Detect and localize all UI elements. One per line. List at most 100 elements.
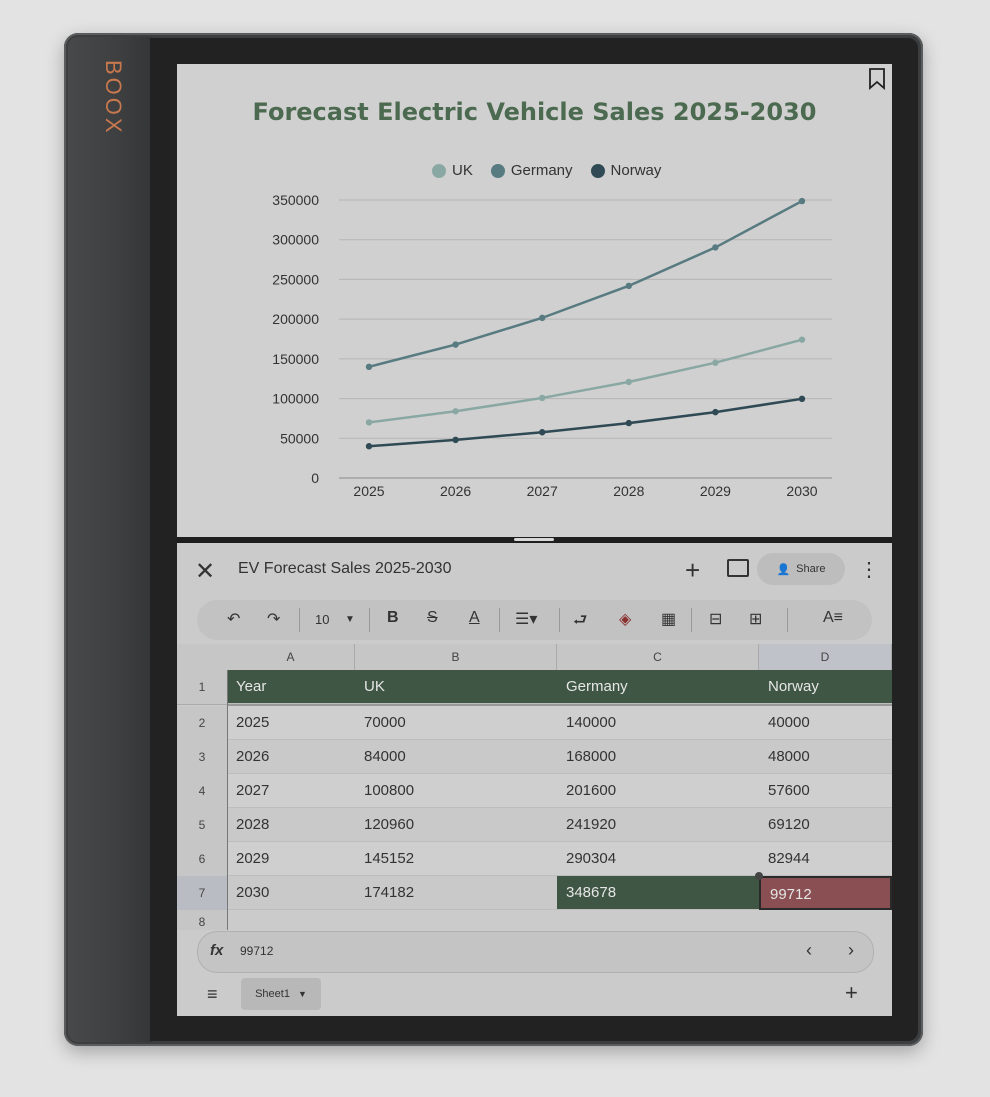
table-cell[interactable]: 2030 <box>227 876 355 910</box>
table-cell[interactable]: 174182 <box>355 876 557 910</box>
table-cell[interactable]: 168000 <box>557 740 759 774</box>
table-cell[interactable]: 2029 <box>227 842 355 876</box>
header-cell[interactable]: UK <box>355 670 557 704</box>
table-cell[interactable]: 70000 <box>355 706 557 740</box>
data-point-uk <box>625 378 632 386</box>
undo-icon[interactable]: ↶ <box>227 611 241 628</box>
column-header[interactable]: C <box>557 644 759 670</box>
x-tick-label: 2026 <box>440 483 471 499</box>
legend-label-uk: UK <box>452 162 473 179</box>
header-cell[interactable]: Year <box>227 670 355 704</box>
table-cell[interactable]: 40000 <box>759 706 892 740</box>
spreadsheet-pane: ✕ EV Forecast Sales 2025-2030 + 👤 Share ⋮… <box>177 543 892 1016</box>
borders-icon[interactable]: ▦ <box>661 611 677 628</box>
table-cell[interactable]: 2026 <box>227 740 355 774</box>
y-tick-label: 50000 <box>280 430 319 446</box>
toolbar-separator <box>559 608 560 632</box>
table-cell[interactable]: 140000 <box>557 706 759 740</box>
legend-label-germany: Germany <box>510 162 573 179</box>
line-chart: 0 50000 100000 150000 200000 250000 300000 3500… <box>272 192 832 499</box>
redo-icon[interactable]: ↷ <box>267 611 281 628</box>
bookmark-icon[interactable] <box>868 68 886 90</box>
row-header[interactable]: 1 <box>177 670 227 705</box>
series-line-uk <box>368 338 803 424</box>
insert-column-icon[interactable]: ⊞ <box>749 611 763 628</box>
selection-handle[interactable] <box>755 872 763 880</box>
table-cell[interactable]: 48000 <box>759 740 892 774</box>
column-header[interactable]: A <box>227 644 355 670</box>
row-header[interactable]: 6 <box>177 842 227 877</box>
table-cell[interactable]: 57600 <box>759 774 892 808</box>
add-sheet-icon[interactable]: + <box>845 980 858 1005</box>
header-cell[interactable]: Germany <box>557 670 759 704</box>
table-cell[interactable]: 84000 <box>355 740 557 774</box>
strikethrough-icon[interactable]: S <box>427 609 438 626</box>
row-header[interactable]: 2 <box>177 706 227 741</box>
text-format-icon[interactable]: A≡ <box>823 609 844 626</box>
table-cell[interactable]: 241920 <box>557 808 759 842</box>
header-cell[interactable]: Norway <box>759 670 892 704</box>
table-cell[interactable]: 201600 <box>557 774 759 808</box>
data-point-norway <box>365 443 373 450</box>
legend-marker-germany <box>490 163 505 178</box>
align-icon[interactable]: ☰▾ <box>515 611 538 628</box>
y-tick-label: 100000 <box>272 391 319 407</box>
sheet-tab[interactable]: Sheet1 ▼ <box>241 978 321 1010</box>
header-row-border <box>227 704 892 706</box>
formula-value[interactable]: 99712 <box>240 944 274 958</box>
y-tick-label: 200000 <box>272 311 319 327</box>
table-cell[interactable]: 348678 <box>557 876 759 910</box>
close-icon[interactable]: ✕ <box>195 558 216 585</box>
series-line-norway <box>368 397 803 448</box>
row-header[interactable]: 7 <box>177 876 227 911</box>
chevron-right-icon[interactable]: › <box>848 940 854 960</box>
function-icon: fx <box>210 942 224 959</box>
fill-color-icon[interactable]: ◈ <box>619 611 632 628</box>
row-header[interactable]: 5 <box>177 808 227 843</box>
x-tick-label: 2028 <box>613 483 644 499</box>
add-icon[interactable]: + <box>685 555 701 585</box>
toolbar-separator <box>369 608 370 632</box>
all-sheets-icon[interactable]: ≡ <box>207 984 218 1004</box>
table-cell[interactable]: 69120 <box>759 808 892 842</box>
corner-cell[interactable] <box>177 644 228 670</box>
font-size-select[interactable]: 10 <box>315 612 330 627</box>
data-point-germany <box>365 363 373 370</box>
table-cell[interactable]: 2025 <box>227 706 355 740</box>
x-tick-label: 2029 <box>700 483 731 499</box>
data-point-germany <box>712 244 719 251</box>
share-button[interactable]: 👤 Share <box>757 553 845 585</box>
split-handle[interactable] <box>514 538 554 541</box>
table-cell[interactable]: 82944 <box>759 842 892 876</box>
bold-icon[interactable]: B <box>387 609 399 626</box>
text-color-icon[interactable]: A <box>469 609 480 626</box>
table-cell[interactable]: 99712 <box>759 876 892 910</box>
row-header[interactable]: 3 <box>177 740 227 775</box>
insert-row-icon[interactable]: ⊟ <box>709 611 723 628</box>
formula-bar[interactable]: fx 99712 ‹ › <box>197 931 874 973</box>
table-cell[interactable]: 100800 <box>355 774 557 808</box>
comment-icon[interactable] <box>727 559 749 577</box>
chart-title: Forecast Electric Vehicle Sales 2025-203… <box>252 98 817 126</box>
column-header[interactable]: D <box>759 644 892 670</box>
data-point-norway <box>539 429 546 436</box>
more-options-icon[interactable]: ⋮ <box>859 559 879 581</box>
table-cell[interactable]: 290304 <box>557 842 759 876</box>
data-point-norway <box>452 436 459 444</box>
sheet-tabs-bar: ≡ Sheet1 ▼ + <box>177 976 892 1016</box>
data-point-uk <box>798 336 806 343</box>
document-title: EV Forecast Sales 2025-2030 <box>238 560 452 577</box>
table-cell[interactable]: 2028 <box>227 808 355 842</box>
chevron-left-icon[interactable]: ‹ <box>806 940 812 960</box>
data-point-norway <box>625 419 632 427</box>
table-cell[interactable]: 120960 <box>355 808 557 842</box>
legend-item-germany: Germany <box>490 162 573 179</box>
chevron-down-icon[interactable]: ▼ <box>345 614 355 625</box>
row-header[interactable]: 4 <box>177 774 227 809</box>
wrap-text-icon[interactable]: ⮐ <box>573 612 588 629</box>
table-cell[interactable]: 145152 <box>355 842 557 876</box>
table-cell[interactable]: 2027 <box>227 774 355 808</box>
column-header[interactable]: B <box>355 644 557 670</box>
y-tick-label: 0 <box>311 470 319 486</box>
row-header[interactable]: 8 <box>177 910 227 930</box>
